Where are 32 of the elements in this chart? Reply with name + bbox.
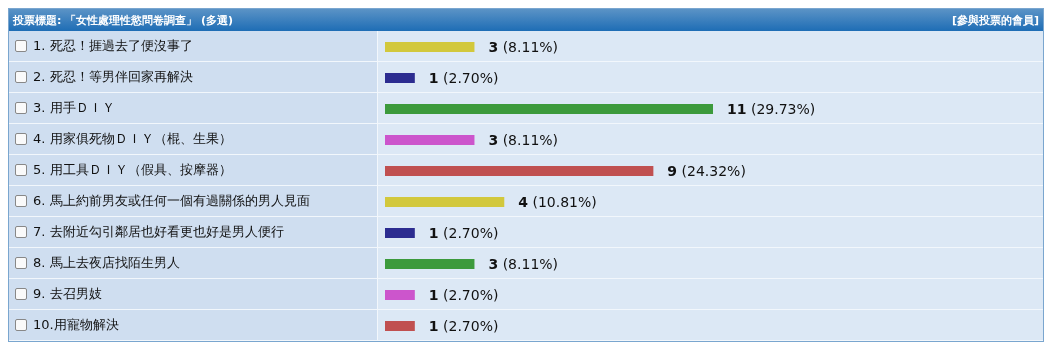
bar — [385, 197, 505, 207]
data-label: 3 (8.11%) — [488, 256, 559, 272]
bar — [385, 259, 475, 269]
y-tick-label: 6. 馬上約前男友或任何一個有過關係的男人見面 — [33, 192, 310, 210]
data-label: 11 (29.73%) — [727, 101, 816, 117]
data-label: 1 (2.70%) — [428, 318, 499, 334]
data-label: 1 (2.70%) — [428, 70, 499, 86]
data-label: 1 (2.70%) — [428, 225, 499, 241]
data-label: 3 (8.11%) — [488, 39, 559, 55]
bar — [385, 321, 415, 331]
y-tick-label: 10.用寵物解決 — [33, 316, 119, 334]
y-tick-label: 1. 死忍！捱過去了便沒事了 — [33, 37, 193, 55]
bar — [385, 166, 654, 176]
y-tick-label: 4. 用家俱死物ＤＩＹ（棍、生果） — [33, 130, 232, 148]
data-label: 1 (2.70%) — [428, 287, 499, 303]
bar — [385, 42, 475, 52]
bar — [385, 73, 415, 83]
data-label: 3 (8.11%) — [488, 132, 559, 148]
text: [參與投票的會員] — [951, 13, 1039, 27]
y-tick-label: 5. 用工具ＤＩＹ（假具、按摩器） — [33, 161, 232, 179]
y-tick-label: 3. 用手ＤＩＹ — [33, 99, 115, 117]
text: 投票標題: 「女性處理性慾問卷調查」 (多選) — [13, 12, 234, 28]
y-tick-label: 8. 馬上去夜店找陌生男人 — [33, 254, 180, 272]
y-tick-label: 2. 死忍！等男伴回家再解決 — [33, 68, 193, 86]
y-tick-label: 9. 去召男妓 — [33, 285, 102, 303]
bar — [385, 228, 415, 238]
bar — [385, 290, 415, 300]
bar — [385, 104, 713, 114]
data-label: 4 (10.81%) — [518, 194, 597, 210]
data-label: 9 (24.32%) — [667, 163, 746, 179]
y-tick-label: 7. 去附近勾引鄰居也好看更也好是男人便行 — [33, 223, 284, 241]
bar — [385, 135, 475, 145]
